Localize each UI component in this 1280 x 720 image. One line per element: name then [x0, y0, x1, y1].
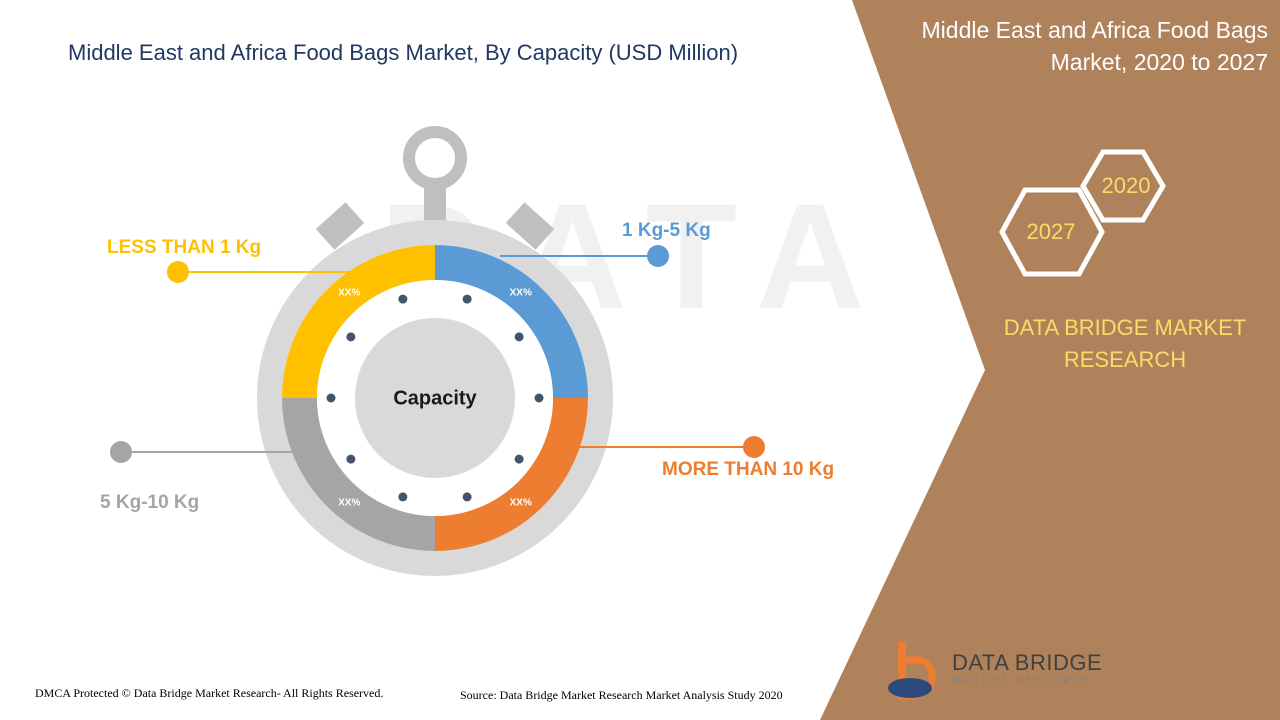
value-label-less-than-1-kg: XX% — [338, 288, 360, 299]
value-label-more-than-10-kg: XX% — [510, 498, 532, 509]
logo-tagline: MARKET RESEARCH — [953, 676, 1093, 685]
chart-title: Middle East and Africa Food Bags Market,… — [68, 40, 739, 65]
category-label-5kg-10kg: 5 Kg-10 Kg — [100, 492, 200, 513]
segment-more-than-10-kg — [435, 398, 588, 551]
dial-dot — [346, 332, 356, 342]
category-label-more-than-10kg: MORE THAN 10 Kg — [662, 459, 835, 480]
year-start-label: 2020 — [1101, 173, 1151, 198]
panel-title-line2: Market, 2020 to 2027 — [1050, 49, 1268, 75]
stopwatch-button-left — [315, 202, 365, 250]
side-panel-shape — [820, 0, 1280, 720]
brand-line2: RESEARCH — [1063, 347, 1187, 372]
chart-segments — [282, 245, 588, 551]
logo-stem — [898, 642, 906, 672]
hexagon-2020 — [1080, 149, 1166, 223]
leader-dot-less-than-1kg — [167, 261, 189, 283]
dial-dot — [346, 454, 356, 464]
logo-name: DATA BRIDGE — [952, 650, 1103, 675]
center-hub — [355, 318, 515, 478]
segment-5-kg-10-kg — [282, 398, 435, 551]
dial-dot — [534, 393, 544, 403]
dial-dots — [326, 294, 544, 502]
dial-dot — [462, 492, 472, 502]
dial-dot — [462, 294, 472, 304]
brand-line1: DATA BRIDGE MARKET — [1003, 315, 1247, 340]
dial-dot — [326, 393, 336, 403]
value-label-5-kg-10-kg: XX% — [338, 498, 360, 509]
leader-dot-5kg-10kg — [110, 441, 132, 463]
hexagon-2027 — [999, 187, 1105, 277]
logo-icon — [888, 642, 936, 700]
segment-less-than-1-kg — [282, 245, 435, 398]
dial-dot — [514, 454, 524, 464]
brand-name: DATA BRIDGE MARKET RESEARCH — [985, 312, 1265, 376]
leader-dot-1kg-5kg — [647, 245, 669, 267]
segment-1-kg-5-kg — [435, 245, 588, 398]
value-label-1-kg-5-kg: XX% — [510, 288, 532, 299]
stopwatch-button-right — [505, 202, 555, 250]
stopwatch-ring — [403, 126, 467, 190]
dial-dot — [398, 294, 408, 304]
dial-dot — [514, 332, 524, 342]
panel-title: Middle East and Africa Food Bags Market,… — [868, 14, 1268, 78]
copyright-notice: DMCA Protected © Data Bridge Market Rese… — [35, 686, 384, 700]
year-end-label: 2027 — [1026, 219, 1076, 244]
logo-base — [888, 678, 932, 698]
dial-dot — [398, 492, 408, 502]
leader-dot-more-than-10kg — [743, 436, 765, 458]
category-label-less-than-1kg: LESS THAN 1 Kg — [107, 237, 262, 258]
panel-title-line1: Middle East and Africa Food Bags — [921, 17, 1268, 43]
center-label: Capacity — [393, 387, 477, 409]
category-label-1kg-5kg: 1 Kg-5 Kg — [622, 220, 711, 241]
value-labels: XX% XX% XX% XX% — [338, 288, 532, 509]
source-note: Source: Data Bridge Market Research Mark… — [460, 688, 783, 702]
